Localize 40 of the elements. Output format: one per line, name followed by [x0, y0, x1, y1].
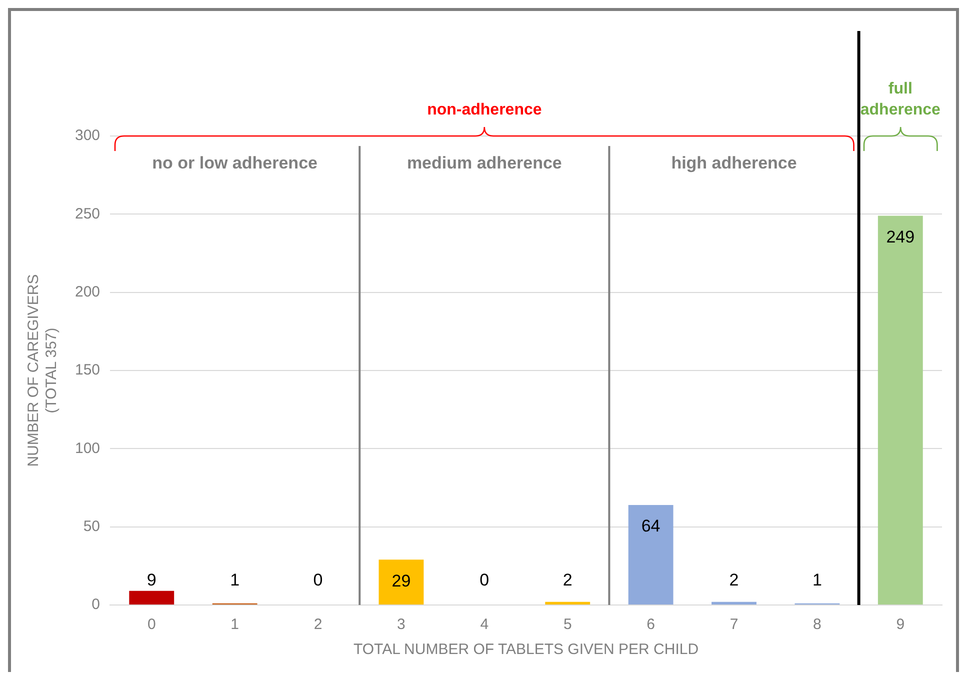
- data-label: 2: [729, 570, 739, 590]
- x-tick-label: 5: [563, 616, 572, 634]
- data-label: 1: [812, 570, 822, 590]
- x-axis-title: TOTAL NUMBER OF TABLETS GIVEN PER CHILD: [353, 641, 699, 658]
- data-label: 9: [146, 570, 156, 590]
- data-label: 249: [886, 227, 915, 246]
- x-tick-label: 4: [480, 616, 489, 634]
- y-tick-label: 100: [74, 440, 100, 457]
- y-tick-label: 0: [92, 596, 100, 614]
- bar: [712, 602, 756, 604]
- bar: [129, 590, 174, 604]
- y-axis-title: NUMBER OF CAREGIVERS (TOTAL 357): [25, 274, 60, 467]
- x-tick-label: 7: [730, 616, 738, 634]
- x-tick-label: 6: [646, 616, 655, 634]
- x-tick-label: 9: [896, 616, 905, 634]
- annotation: medium adherence: [406, 154, 562, 173]
- bar: [378, 560, 424, 604]
- annotation: no or low adherence: [152, 154, 318, 173]
- x-tick-label: 2: [314, 616, 322, 634]
- data-label: 29: [392, 571, 411, 590]
- x-tick-label: 8: [813, 616, 822, 634]
- x-tick-label: 3: [397, 616, 406, 634]
- text: full adherence: [860, 80, 941, 118]
- data-label: 2: [562, 570, 572, 590]
- bar: [628, 504, 674, 604]
- x-tick-label: 0: [147, 616, 156, 634]
- y-tick-label: 50: [83, 518, 100, 535]
- bar: [878, 216, 923, 604]
- y-tick-label: 200: [74, 283, 100, 300]
- annotation: high adherence: [671, 154, 797, 173]
- data-label: 0: [480, 570, 490, 590]
- text: non-adherence: [427, 101, 542, 118]
- data-label: 0: [313, 570, 323, 590]
- x-tick-label: 1: [230, 616, 239, 634]
- y-tick-label: 300: [74, 127, 100, 144]
- data-label: 64: [641, 516, 660, 536]
- bar: [545, 602, 590, 604]
- data-label: 1: [230, 570, 240, 590]
- y-tick-label: 150: [74, 362, 100, 379]
- y-tick-label: 250: [74, 205, 100, 222]
